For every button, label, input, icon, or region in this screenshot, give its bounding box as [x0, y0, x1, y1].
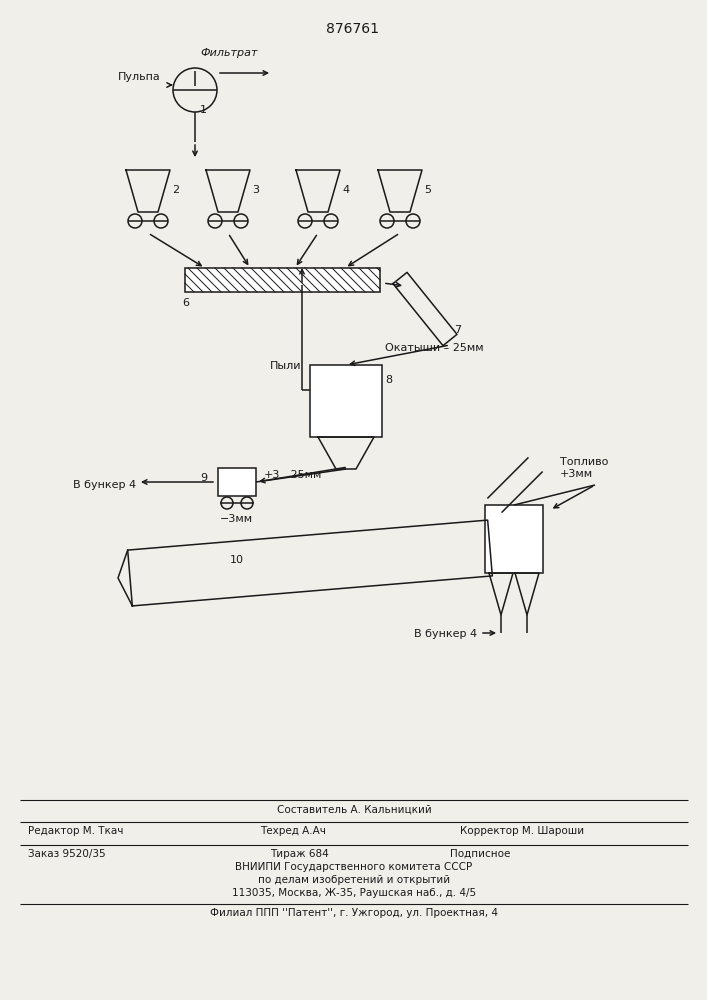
Text: 8: 8	[385, 375, 392, 385]
Text: 6: 6	[182, 298, 189, 308]
Text: Заказ 9520/35: Заказ 9520/35	[28, 849, 105, 859]
Text: В бункер 4: В бункер 4	[73, 480, 136, 490]
Text: Окатыши – 25мм: Окатыши – 25мм	[385, 343, 484, 353]
Text: 2: 2	[172, 185, 179, 195]
Text: +3…25мм: +3…25мм	[264, 470, 322, 480]
Text: Составитель А. Кальницкий: Составитель А. Кальницкий	[276, 805, 431, 815]
Text: ВНИИПИ Государственного комитета СССР: ВНИИПИ Государственного комитета СССР	[235, 862, 472, 872]
Text: Техред А.Ач: Техред А.Ач	[260, 826, 326, 836]
Text: Корректор М. Шароши: Корректор М. Шароши	[460, 826, 584, 836]
Text: 113035, Москва, Ж-35, Раушская наб., д. 4/5: 113035, Москва, Ж-35, Раушская наб., д. …	[232, 888, 476, 898]
Text: 876761: 876761	[327, 22, 380, 36]
Text: 7: 7	[454, 325, 461, 335]
Text: 9: 9	[200, 473, 207, 483]
Text: 3: 3	[252, 185, 259, 195]
Text: −3мм: −3мм	[220, 514, 253, 524]
Text: Тираж 684: Тираж 684	[270, 849, 329, 859]
Text: 1: 1	[200, 105, 207, 115]
Bar	[485, 505, 543, 573]
Text: 4: 4	[342, 185, 349, 195]
Text: по делам изобретений и открытий: по делам изобретений и открытий	[258, 875, 450, 885]
Bar	[218, 468, 256, 496]
Text: Подписное: Подписное	[450, 849, 510, 859]
Bar	[185, 268, 380, 292]
Text: В бункер 4: В бункер 4	[414, 629, 477, 639]
Text: Топливо
+3мм: Топливо +3мм	[560, 457, 609, 479]
Text: 10: 10	[230, 555, 244, 565]
Text: Пыли: Пыли	[270, 361, 301, 371]
Text: 5: 5	[424, 185, 431, 195]
Text: Пульпа: Пульпа	[118, 72, 160, 82]
Text: Редактор М. Ткач: Редактор М. Ткач	[28, 826, 124, 836]
Bar	[310, 365, 382, 437]
Text: Фильтрат: Фильтрат	[200, 48, 257, 58]
Text: Филиал ППП ''Патент'', г. Ужгород, ул. Проектная, 4: Филиал ППП ''Патент'', г. Ужгород, ул. П…	[210, 908, 498, 918]
